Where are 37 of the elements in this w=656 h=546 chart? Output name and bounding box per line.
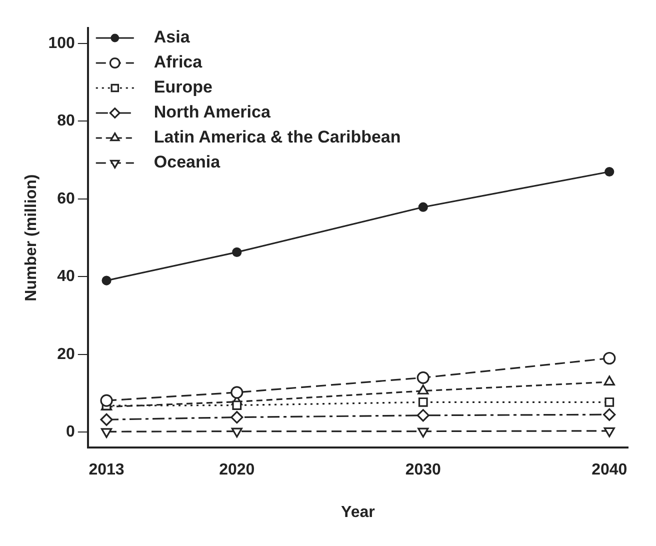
point [418,202,428,212]
legend-label: Europe [154,78,212,97]
legend-label: North America [154,102,271,122]
legend-label: Africa [154,52,203,72]
point [418,428,429,438]
point [604,427,615,438]
legend-label: Oceania [154,152,221,172]
x-tick-label: 2040 [592,462,628,479]
point [102,276,112,286]
point [230,410,244,424]
y-tick-label: 0 [66,423,75,440]
y-axis-title: Number (million) [23,174,40,302]
legend-label: Latin America & the Caribbean [154,128,401,147]
y-tick-label: 40 [57,268,75,286]
y-tick-label: 20 [57,346,75,363]
x-tick-label: 2020 [219,462,255,479]
point [230,386,244,399]
point [416,409,430,422]
x-tick-label: 2013 [88,462,124,479]
y-tick-label: 80 [57,112,75,130]
y-tick-label: 100 [48,34,75,52]
point [232,400,242,410]
x-tick-label: 2030 [405,462,442,479]
y-tick-label: 60 [57,190,75,208]
point [100,428,112,438]
point [604,397,614,407]
point [416,371,430,384]
point [100,394,113,407]
x-axis-title: Year [341,504,375,521]
point [100,413,113,426]
point [232,247,242,257]
point [418,397,428,407]
legend-label: Asia [154,28,190,47]
point [231,428,242,438]
point [604,166,614,177]
point [603,408,616,421]
point [603,352,616,365]
